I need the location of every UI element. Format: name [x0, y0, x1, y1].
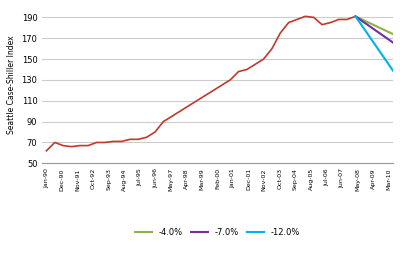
Legend: -4.0%, -7.0%, -12.0%: -4.0%, -7.0%, -12.0%: [132, 225, 303, 240]
Y-axis label: Seattle Case-Shiller Index: Seattle Case-Shiller Index: [7, 36, 16, 134]
